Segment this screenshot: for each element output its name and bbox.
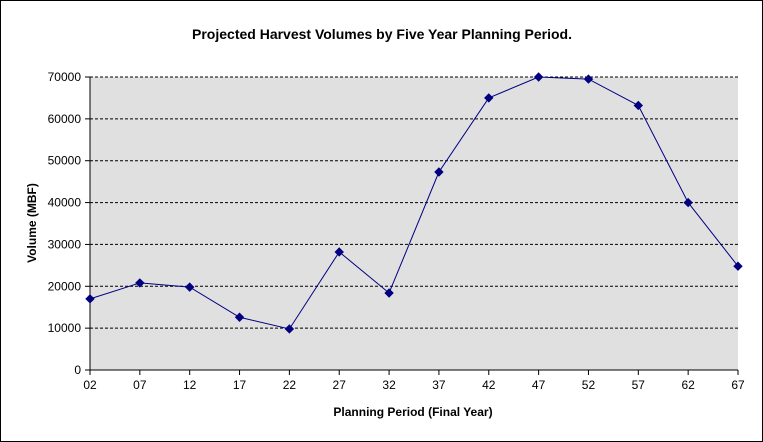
x-tick-label: 12 xyxy=(183,378,197,392)
y-tick-label: 0 xyxy=(74,363,81,377)
series-group xyxy=(85,72,743,334)
y-tick-label: 50000 xyxy=(48,154,82,168)
y-tick-label: 40000 xyxy=(48,196,82,210)
data-point xyxy=(683,197,693,208)
series-line xyxy=(89,76,739,330)
x-tick-label: 47 xyxy=(532,378,546,392)
x-tick-label: 57 xyxy=(632,378,646,392)
plot-background xyxy=(90,77,738,370)
x-tick-label: 42 xyxy=(482,378,496,392)
y-tick-labels: 0 10000 20000 30000 40000 50000 60000 70000 xyxy=(48,70,82,377)
x-tick-label: 02 xyxy=(83,378,97,392)
y-tick-label: 20000 xyxy=(48,279,82,293)
x-axis-label: Planning Period (Final Year) xyxy=(333,405,492,419)
data-point xyxy=(85,294,95,304)
plot-area xyxy=(90,77,738,370)
x-tick-labels: 02 07 12 17 22 27 32 37 42 47 52 57 62 67 xyxy=(83,378,745,392)
x-tick-label: 32 xyxy=(382,378,396,392)
y-axis-label: Volume (MBF) xyxy=(25,183,39,263)
x-tick-label: 07 xyxy=(133,378,147,392)
data-point xyxy=(184,282,195,292)
data-point xyxy=(733,261,743,271)
data-point xyxy=(135,278,145,288)
data-point xyxy=(234,312,245,322)
x-tick-label: 22 xyxy=(283,378,297,392)
data-point xyxy=(484,93,494,103)
data-point xyxy=(334,247,344,257)
y-tick-label: 10000 xyxy=(48,321,82,335)
grid-lines xyxy=(90,76,738,329)
data-point xyxy=(633,100,644,111)
data-point xyxy=(384,288,394,298)
x-tick-label: 62 xyxy=(681,378,695,392)
data-point xyxy=(533,72,544,82)
y-tick-label: 30000 xyxy=(48,237,82,251)
chart-title: Projected Harvest Volumes by Five Year P… xyxy=(192,26,572,42)
data-point xyxy=(583,74,594,84)
x-tick-label: 17 xyxy=(233,378,247,392)
axes xyxy=(85,76,739,375)
data-point xyxy=(284,324,295,334)
y-tick-label: 60000 xyxy=(48,112,82,126)
data-point xyxy=(434,167,444,177)
x-tick-label: 37 xyxy=(432,378,446,392)
y-tick-label: 70000 xyxy=(48,70,82,84)
x-tick-label: 27 xyxy=(333,378,347,392)
x-tick-label: 52 xyxy=(582,378,596,392)
x-tick-label: 67 xyxy=(731,378,745,392)
